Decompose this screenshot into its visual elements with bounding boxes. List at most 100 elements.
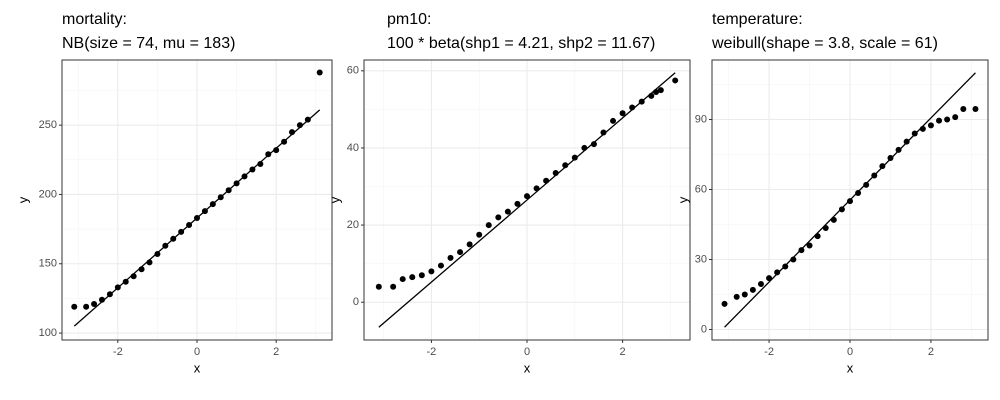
reference-line [378,72,676,328]
y-tick-label: 90 [695,113,707,125]
data-point [241,173,248,180]
data-point [524,193,530,200]
data-point [653,89,660,96]
data-point [209,201,216,208]
panel-border [61,59,333,341]
data-point [533,185,540,192]
data-point [972,106,979,112]
data-point [672,77,679,84]
data-point [437,262,444,269]
data-point [418,272,425,279]
x-tick-label: 0 [847,346,853,358]
data-point [806,242,813,249]
data-point [790,256,797,263]
data-point [122,278,129,285]
data-point [265,151,272,158]
data-point [895,146,902,153]
data-point [106,291,113,298]
data-point [562,162,569,169]
y-tick-label: 200 [39,188,57,200]
data-point [257,160,264,167]
data-point [838,206,845,213]
data-point [399,276,406,283]
data-point [600,129,607,136]
data-point [162,242,169,249]
data-point [304,116,311,123]
data-point [273,147,280,154]
data-point [154,251,161,258]
data-point [887,155,894,161]
chart-title: mortality: [62,11,127,28]
y-tick-label: 250 [39,119,57,131]
data-point [543,177,550,184]
data-point [186,221,193,228]
chart-subtitle: weibull(shape = 3.8, scale = 61) [711,35,938,52]
x-axis-label: x [194,360,201,375]
data-point [766,275,773,282]
data-point [98,296,105,303]
data-point [903,138,910,145]
x-tick-label: -2 [764,346,774,358]
data-point [657,87,664,94]
data-point [879,163,886,170]
data-point [721,300,728,307]
data-point [581,144,588,151]
data-point [114,284,121,291]
y-tick-label: 150 [39,258,57,270]
data-point [249,166,256,173]
data-point [919,125,926,132]
data-point [749,286,756,293]
data-point [757,281,764,287]
x-tick-label: 2 [273,346,279,358]
x-tick-label: -2 [113,346,123,358]
data-point [855,190,862,196]
data-point [514,200,521,207]
data-point [782,263,789,270]
y-tick-label: 30 [695,253,707,265]
data-point [428,268,435,275]
x-tick-label: 0 [524,346,530,358]
data-point [960,106,967,112]
data-point [83,303,90,310]
panel-border [363,59,691,341]
chart-title: pm10: [387,11,431,28]
data-point [638,98,645,105]
data-point [911,130,918,137]
data-point [91,300,98,307]
data-point [457,249,464,256]
y-tick-label: 0 [701,323,707,335]
data-point [774,269,781,276]
data-point [476,231,483,238]
y-tick-label: 20 [347,219,359,231]
data-point [316,69,323,76]
data-point [798,247,805,254]
data-point [504,208,511,215]
data-point [194,215,200,222]
data-point [590,141,597,148]
y-tick-label: 40 [347,142,359,154]
data-point [552,170,559,177]
data-point [741,291,748,298]
data-point [447,254,454,261]
data-point [296,122,303,129]
data-point [71,303,78,310]
x-axis-label: x [847,360,854,375]
y-axis-label: y [327,196,342,203]
data-point [390,283,397,290]
chart-title: temperature: [712,11,803,28]
data-point [466,241,473,248]
data-point [178,228,185,235]
y-axis-label: y [675,196,690,203]
data-point [610,117,617,124]
x-axis-label: x [524,360,531,375]
data-point [952,114,959,121]
data-point [281,138,288,145]
x-tick-label: -2 [427,346,437,358]
data-point [733,293,740,300]
chart-subtitle: NB(size = 74, mu = 183) [62,35,235,52]
data-point [936,117,943,124]
data-point [830,216,837,223]
y-tick-label: 60 [347,65,359,77]
